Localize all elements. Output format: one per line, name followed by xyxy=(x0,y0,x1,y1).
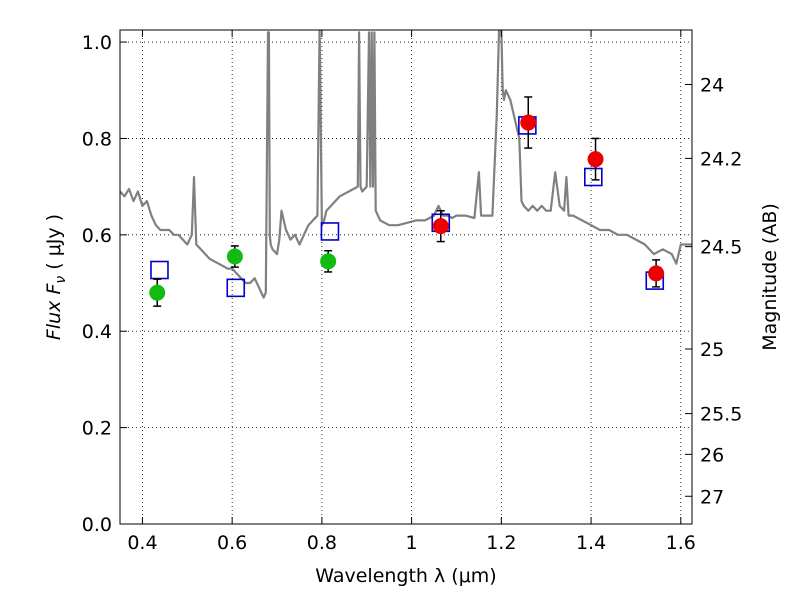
y-tick-label: 0.2 xyxy=(82,418,112,440)
plot-frame xyxy=(119,29,693,525)
ticks xyxy=(120,30,692,525)
y-axis-label: Flux Fν ( μJy ) xyxy=(43,214,69,340)
x-axis-label: Wavelength λ (μm) xyxy=(315,565,496,587)
x-tick-label: 1.4 xyxy=(576,532,606,554)
y-axis-label-subscript: ν xyxy=(53,276,69,284)
y-axis-label-unit: ( μJy ) xyxy=(43,214,65,276)
red-point-marker xyxy=(432,218,449,235)
y-tick-label: 0.8 xyxy=(82,128,112,150)
red-point-marker xyxy=(587,151,604,168)
y2-axis-label: Magnitude (AB) xyxy=(759,203,781,351)
plot-background xyxy=(120,30,692,524)
y2-tick-label: 25.5 xyxy=(700,404,742,426)
y2-tick-label: 24.2 xyxy=(700,148,742,170)
tick-labels: 0.4 0.6 0.8 1 1.2 1.4 1.6 0.0 0.2 0.4 0.6 0.8 1.0 24 2… xyxy=(82,32,743,554)
x-tick-label: 1 xyxy=(406,532,418,554)
x-tick-label: 1.2 xyxy=(486,532,516,554)
x-tick-label: 1.6 xyxy=(666,532,696,554)
y-tick-label: 1.0 xyxy=(82,32,112,54)
green-point-marker xyxy=(226,248,243,265)
red-point-marker xyxy=(648,265,665,282)
y2-tick-label: 27 xyxy=(700,486,724,508)
spectrum-layer xyxy=(120,30,692,299)
y-tick-label: 0.6 xyxy=(82,225,112,247)
y2-tick-label: 24.5 xyxy=(700,237,742,259)
red-point-marker xyxy=(520,114,537,131)
y-tick-label: 0.4 xyxy=(82,321,112,343)
x-tick-label: 0.8 xyxy=(307,532,337,554)
model-square-marker xyxy=(584,167,603,187)
y-axis-label-main: Flux F xyxy=(43,283,65,341)
y-tick-label: 0.0 xyxy=(82,514,112,536)
green-point-marker xyxy=(149,284,166,301)
green-point-marker xyxy=(320,253,337,270)
x-tick-label: 0.6 xyxy=(217,532,247,554)
y2-tick-label: 25 xyxy=(700,339,724,361)
y2-tick-label: 26 xyxy=(700,444,724,466)
model-square-marker xyxy=(226,278,246,298)
x-tick-label: 0.4 xyxy=(127,532,157,554)
points-layer xyxy=(149,96,665,307)
y2-tick-label: 24 xyxy=(700,74,724,96)
model-square-marker xyxy=(320,222,340,241)
spectrum-line xyxy=(120,30,692,299)
